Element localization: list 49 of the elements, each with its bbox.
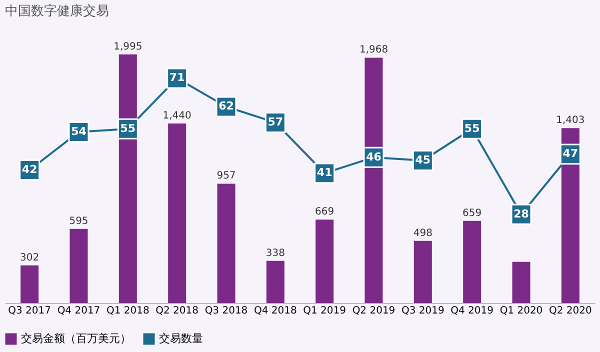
data-label: 28 [514, 207, 529, 220]
x-tick-label: Q1 2018 [106, 306, 150, 316]
chart-title: 中国数字健康交易 [5, 3, 109, 19]
x-tick-label: Q4 2017 [57, 306, 100, 316]
data-label: 46 [366, 150, 382, 164]
data-label: 957 [216, 170, 236, 182]
bar [266, 260, 284, 303]
bar [118, 54, 137, 303]
data-label: 1,440 [162, 110, 192, 122]
data-label: 1,995 [114, 41, 142, 52]
bar [414, 240, 432, 303]
x-tick-label: Q3 2018 [204, 306, 248, 316]
data-label: 62 [218, 100, 234, 113]
data-label: 302 [20, 252, 40, 264]
data-label: 47 [562, 147, 578, 160]
legend-label: 交易金额（百万美元） [21, 332, 131, 345]
data-label: 71 [169, 71, 185, 84]
x-tick-label: Q2 2019 [352, 306, 396, 316]
x-tick-label: Q3 2019 [401, 306, 444, 316]
bar [316, 220, 334, 303]
data-label: 498 [413, 228, 432, 239]
data-label: 41 [316, 166, 332, 180]
bar [512, 262, 530, 303]
x-tick-label: Q1 2020 [500, 306, 543, 316]
x-tick-label: Q4 2018 [254, 306, 297, 316]
data-label: 1,968 [359, 44, 388, 56]
data-label: 57 [268, 116, 284, 129]
data-label: 595 [69, 216, 88, 227]
data-label: 54 [71, 125, 87, 138]
data-label: 45 [415, 154, 431, 167]
data-label: 338 [266, 248, 285, 259]
bar [168, 124, 186, 303]
x-tick-label: Q2 2018 [156, 306, 199, 316]
data-label: 42 [22, 163, 38, 176]
x-tick-label: Q2 2020 [548, 306, 592, 316]
x-tick-label: Q1 2019 [303, 306, 346, 316]
data-label: 55 [120, 122, 136, 135]
data-label: 1,403 [556, 115, 585, 126]
x-tick-label: Q4 2019 [450, 306, 494, 316]
data-label: 659 [462, 208, 482, 219]
x-tick-label: Q3 2017 [8, 306, 52, 316]
bar [463, 220, 482, 303]
bar [70, 228, 88, 303]
bar [364, 58, 383, 303]
data-label: 669 [315, 206, 334, 218]
bar [20, 265, 39, 303]
data-label: 55 [464, 122, 480, 135]
bar [217, 184, 236, 303]
legend-label: 交易数量 [159, 332, 203, 345]
